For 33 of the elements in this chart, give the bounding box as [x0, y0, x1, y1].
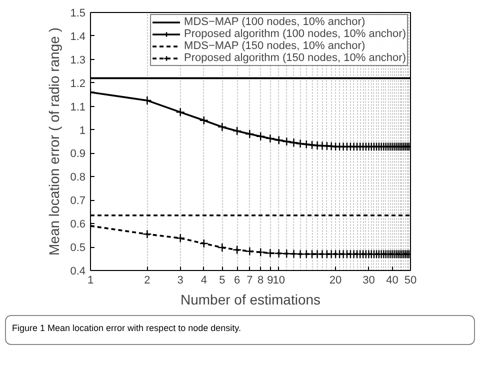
y-tick-label: 1.3	[70, 54, 86, 66]
legend-label: Proposed algorithm (150 nodes, 10% anchor)	[184, 52, 406, 64]
y-tick-label: 1.4	[70, 30, 86, 43]
x-tick-label: 20	[329, 274, 342, 286]
y-tick-label: 0.8	[70, 172, 86, 184]
x-tick-label: 50	[404, 274, 417, 286]
legend-label: MDS−MAP (150 nodes, 10% anchor)	[184, 40, 366, 52]
x-tick-label: 9	[267, 274, 274, 286]
y-axis-title: Mean location error ( of radio range )	[46, 28, 62, 256]
x-tick-label: 7	[246, 274, 253, 286]
y-tick-label: 0.5	[70, 242, 86, 254]
y-tick-label: 1.1	[70, 101, 86, 114]
y-tick-label: 0.6	[70, 218, 86, 231]
x-axis-title: Number of estimations	[180, 292, 321, 308]
y-tick-label: 0.4	[70, 266, 86, 278]
x-tick-label: 3	[177, 274, 184, 286]
legend-label: MDS−MAP (100 nodes, 10% anchor)	[184, 16, 366, 28]
x-tick-label: 5	[219, 274, 226, 286]
x-tick-label: 30	[362, 274, 375, 286]
x-tick-label: 10	[272, 274, 285, 286]
y-tick-label: 1.2	[70, 78, 86, 90]
legend-label: Proposed algorithm (100 nodes, 10% anchor)	[184, 28, 406, 40]
caption: Figure 1 Mean location error with respect to node density.	[12, 322, 241, 335]
x-tick-label: 2	[144, 274, 150, 286]
x-tick-label: 4	[200, 274, 207, 286]
x-tick-label: 8	[258, 274, 264, 286]
y-tick-label: 1	[79, 124, 86, 137]
x-tick-label: 1	[87, 274, 94, 286]
x-tick-label: 40	[386, 274, 398, 286]
y-tick-label: 0.9	[70, 148, 86, 160]
y-tick-label: 0.7	[70, 195, 86, 208]
y-tick-label: 1.5	[70, 8, 86, 20]
x-tick-label: 6	[234, 274, 240, 286]
